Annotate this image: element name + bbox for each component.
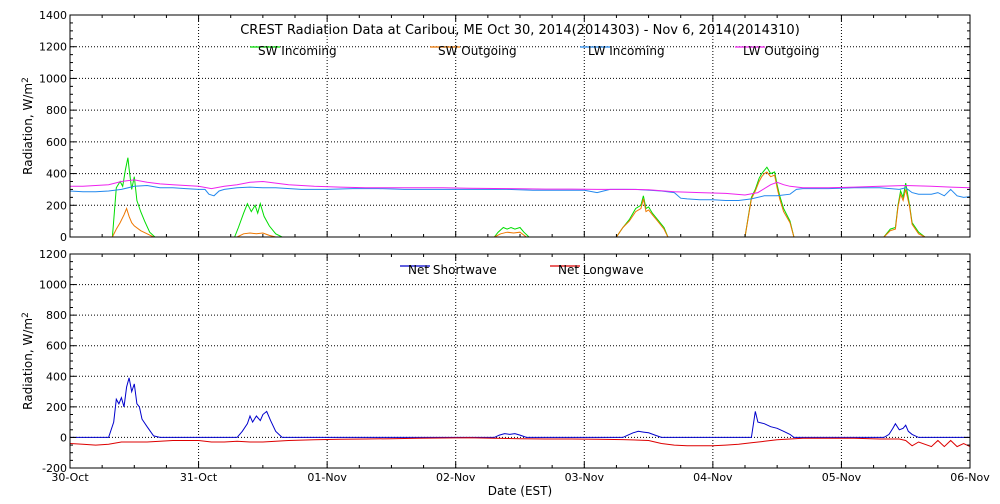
x-tick-label: 06-Nov: [950, 471, 990, 484]
x-tick-label: 02-Nov: [436, 471, 476, 484]
y-tick-label: 800: [46, 104, 67, 117]
legend-label: Net Shortwave: [408, 263, 497, 277]
x-tick-label: 05-Nov: [822, 471, 862, 484]
x-axis-label: Date (EST): [488, 484, 552, 498]
y-axis-label-exponent: 2: [21, 312, 31, 318]
x-tick-label: 01-Nov: [307, 471, 347, 484]
y-tick-label: 0: [60, 431, 67, 444]
series-line-sw-incoming: [70, 157, 970, 238]
y-tick-label: 1400: [39, 9, 67, 22]
plot-frame: [69, 14, 971, 238]
y-axis-label-exponent: 2: [21, 77, 31, 83]
chart-title: CREST Radiation Data at Caribou, ME Oct …: [240, 23, 800, 38]
legend-label: LW Incoming: [588, 44, 665, 58]
legend-label: SW Incoming: [258, 44, 337, 58]
y-tick-label: 800: [46, 309, 67, 322]
x-tick-label: 30-Oct: [51, 471, 89, 484]
y-tick-label: 1200: [39, 248, 67, 261]
series-line-lw-incoming: [69, 184, 971, 201]
y-tick-label: 400: [46, 370, 67, 383]
x-tick-label: 03-Nov: [565, 471, 605, 484]
chart-panel-2: -200 0 200 400 600 800 1000 1200 30-Oct 31-Oct 01-…: [21, 248, 990, 498]
chart-panel-1: 0 200 400 600 800 1000 1200 1400 Radiation, W/m2…: [21, 9, 971, 244]
x-tick-label: 31-Oct: [180, 471, 218, 484]
y-tick-label: 600: [46, 340, 67, 353]
y-tick-label: 1200: [39, 41, 67, 54]
plot-frame: [69, 253, 971, 469]
y-tick-label: 1000: [39, 279, 67, 292]
series-line-net-shortwave: [70, 377, 970, 438]
legend-label: LW Outgoing: [743, 44, 820, 58]
y-tick-label: 200: [46, 199, 67, 212]
y-tick-label: 0: [60, 231, 67, 244]
series-line-lw-outgoing: [70, 179, 971, 196]
legend-label: Net Longwave: [558, 263, 644, 277]
y-tick-label: 600: [46, 136, 67, 149]
legend-label: SW Outgoing: [438, 44, 517, 58]
y-tick-label: 200: [46, 401, 67, 414]
y-axis-label: Radiation, W/m2: [21, 77, 35, 175]
x-tick-label: 04-Nov: [693, 471, 733, 484]
y-tick-label: -200: [42, 462, 67, 475]
y-tick-label: 400: [46, 168, 67, 181]
y-tick-label: 1000: [39, 72, 67, 85]
y-axis-label: Radiation, W/m2: [21, 312, 35, 410]
series-line-sw-outgoing: [70, 171, 970, 238]
series-line-net-longwave: [69, 437, 971, 448]
